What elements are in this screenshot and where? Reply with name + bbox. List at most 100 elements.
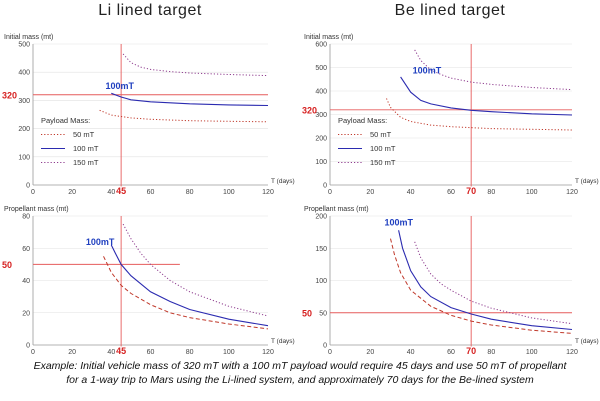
x-tick-label: 80	[487, 349, 495, 356]
x-tick-label: 120	[262, 349, 274, 356]
legend-entry: 150 mT	[73, 158, 99, 167]
x-tick-label: 120	[262, 189, 274, 195]
y-tick-label: 600	[315, 42, 327, 49]
chart-be-propellant-mass: 0 50 100 150 200 0 20 40 60 80 100 120 Propellant ma…	[302, 206, 599, 357]
chart-li-propellant-mass: 0 20 40 60 80 0 20 40 60 80 100 120 Propellant mass …	[2, 206, 295, 357]
x-tick-label: 80	[186, 189, 194, 195]
x-tick-label: 60	[147, 189, 155, 195]
series-line-100mt	[110, 244, 269, 327]
chart-li-initial-mass: 0 100 200 300 400 500 0 20 40 60 80 100 120 Initial m…	[2, 34, 295, 195]
reference-hline-label: 320	[302, 105, 317, 115]
series-line-150mt	[414, 49, 573, 91]
y-tick-label: 0	[26, 343, 30, 350]
series-line-150mt	[122, 53, 269, 77]
x-tick-label: 80	[487, 189, 495, 195]
callout-100mT: 100mT	[105, 81, 134, 91]
x-tick-label: 40	[407, 349, 415, 356]
y-tick-label: 200	[315, 214, 327, 221]
y-tick-label: 0	[26, 183, 30, 190]
y-tick-label: 200	[18, 126, 30, 133]
series-line-100mt	[111, 92, 269, 107]
y-tick-label: 200	[315, 136, 327, 143]
x-tick-label: 0	[328, 189, 332, 195]
caption: Example: Initial vehicle mass of 320 mT …	[0, 359, 600, 387]
reference-vline-label: 45	[116, 346, 126, 356]
x-axis-label: T (days)	[271, 178, 295, 185]
y-tick-label: 0	[323, 343, 327, 350]
x-tick-label: 40	[407, 189, 415, 195]
x-tick-label: 120	[566, 189, 578, 195]
legend-title: Payload Mass:	[338, 116, 387, 125]
x-tick-label: 100	[223, 349, 235, 356]
x-tick-label: 20	[366, 349, 374, 356]
y-tick-label: 60	[22, 246, 30, 253]
x-axis-label: T (days)	[271, 338, 295, 345]
y-tick-label: 100	[18, 154, 30, 161]
y-tick-label: 50	[319, 310, 327, 317]
y-axis-label: Initial mass (mt)	[4, 34, 53, 41]
y-tick-label: 300	[18, 98, 30, 105]
y-tick-label: 80	[22, 214, 30, 221]
series-line-50mt	[99, 109, 269, 123]
x-tick-label: 0	[328, 349, 332, 356]
x-tick-label: 100	[526, 189, 538, 195]
reference-hline-label: 50	[302, 308, 312, 318]
x-tick-label: 60	[447, 349, 455, 356]
x-tick-label: 20	[366, 189, 374, 195]
chart-be-initial-mass: 0 100 200 300 400 500 600 0 20 40 60 80 100 120 Initia…	[302, 34, 599, 195]
series-line-50mt	[103, 256, 269, 330]
x-tick-label: 40	[107, 349, 115, 356]
series-line-50mt	[386, 98, 573, 131]
y-tick-label: 300	[315, 112, 327, 119]
x-tick-label: 100	[526, 349, 538, 356]
y-tick-label: 400	[18, 70, 30, 77]
x-tick-label: 0	[31, 349, 35, 356]
y-tick-label: 100	[315, 159, 327, 166]
y-tick-label: 20	[22, 310, 30, 317]
series-line-100mt	[400, 76, 573, 116]
legend-entry: 100 mT	[370, 144, 396, 153]
legend-entry: 100 mT	[73, 144, 99, 153]
reference-hline-label: 50	[2, 260, 12, 270]
y-tick-label: 150	[315, 246, 327, 253]
reference-vline-label: 45	[116, 186, 126, 195]
y-tick-label: 500	[315, 65, 327, 72]
y-tick-label: 500	[18, 42, 30, 49]
x-tick-label: 0	[31, 189, 35, 195]
series-line-100mt	[398, 230, 573, 331]
x-tick-label: 20	[68, 189, 76, 195]
x-tick-label: 60	[447, 189, 455, 195]
series-line-150mt	[414, 241, 573, 325]
legend-entry: 50 mT	[370, 130, 392, 139]
y-axis-label: Initial mass (mt)	[304, 34, 353, 41]
caption-line-1: Example: Initial vehicle mass of 320 mT …	[33, 360, 567, 372]
x-tick-label: 120	[566, 349, 578, 356]
caption-line-2: for a 1-way trip to Mars using the Li-li…	[66, 374, 534, 386]
legend-entry: 150 mT	[370, 158, 396, 167]
y-axis-label: Propellant mass (mt)	[4, 206, 69, 213]
x-tick-label: 40	[107, 189, 115, 195]
callout-100mT: 100mT	[384, 218, 413, 228]
title-be-lined: Be lined target	[394, 2, 506, 19]
x-tick-label: 100	[223, 189, 235, 195]
x-axis-label: T (days)	[575, 338, 599, 345]
y-tick-label: 400	[315, 89, 327, 96]
y-tick-label: 0	[323, 183, 327, 190]
legend-entry: 50 mT	[73, 130, 95, 139]
callout-100mT: 100mT	[86, 237, 115, 247]
title-li-lined: Li lined target	[98, 2, 202, 19]
y-axis-label: Propellant mass (mt)	[304, 206, 369, 213]
series-line-150mt	[122, 223, 269, 317]
x-tick-label: 20	[68, 349, 76, 356]
reference-hline-label: 320	[2, 90, 17, 100]
y-tick-label: 100	[315, 278, 327, 285]
reference-vline-label: 70	[466, 346, 476, 356]
x-axis-label: T (days)	[575, 178, 599, 185]
x-tick-label: 80	[186, 349, 194, 356]
y-tick-label: 40	[22, 278, 30, 285]
legend-title: Payload Mass:	[41, 116, 90, 125]
series-line-50mt	[390, 238, 573, 334]
callout-100mT: 100mT	[413, 65, 442, 75]
reference-vline-label: 70	[466, 186, 476, 195]
